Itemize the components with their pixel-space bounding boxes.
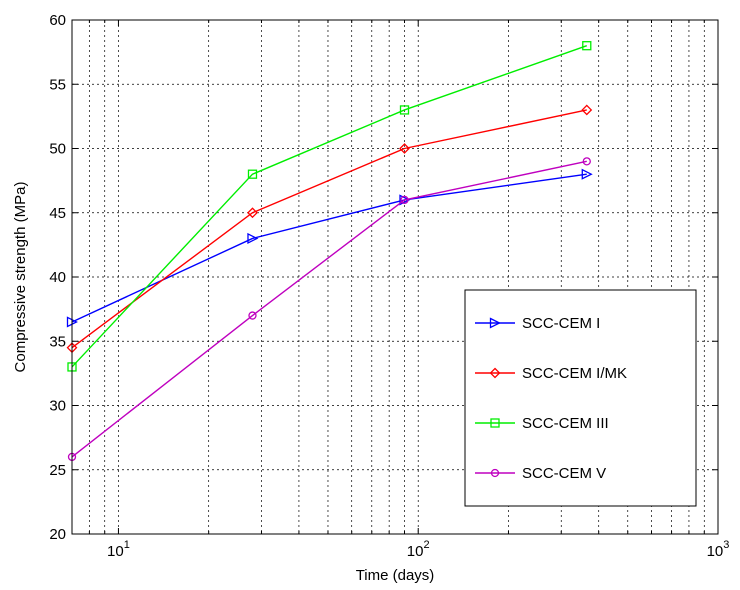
legend-marker — [489, 367, 501, 379]
legend-item: SCC-CEM I/MK — [475, 365, 627, 382]
data-point — [248, 311, 257, 320]
legend-label: SCC-CEM I/MK — [522, 365, 627, 382]
x-tick-label: 103 — [707, 539, 730, 560]
y-axis-label: Compressive strength (MPa) — [12, 182, 29, 373]
legend: SCC-CEM I SCC-CEM I/MK SCC-CEM III SCC-CEM … — [464, 289, 697, 507]
data-point — [581, 168, 593, 180]
series-layer — [66, 41, 593, 462]
y-tick-label: 20 — [49, 526, 66, 543]
y-tick-label: 55 — [49, 76, 66, 93]
legend-marker — [490, 418, 500, 428]
data-point — [247, 232, 259, 245]
y-tick-label: 50 — [49, 141, 66, 158]
y-tick-label: 40 — [49, 269, 66, 286]
data-point — [399, 194, 411, 206]
x-tick-label-exponent: 1 — [124, 539, 130, 551]
x-tick-label-exponent: 3 — [723, 539, 729, 551]
series-4 — [67, 157, 591, 462]
x-tick-label-exponent: 2 — [423, 539, 429, 551]
series-2 — [66, 104, 593, 354]
data-point — [399, 143, 410, 154]
y-tick-label: 60 — [49, 12, 66, 29]
data-point — [400, 195, 409, 205]
legend-label: SCC-CEM V — [522, 465, 606, 482]
series-line — [71, 109, 587, 349]
legend-item: SCC-CEM I — [475, 315, 600, 332]
legend-item: SCC-CEM V — [475, 465, 606, 482]
data-point — [247, 169, 258, 179]
x-tick-label: 101 — [107, 539, 130, 560]
y-tick-label: 45 — [49, 205, 66, 222]
legend-marker — [489, 317, 501, 329]
series-line — [71, 45, 588, 368]
legend-label: SCC-CEM III — [522, 415, 609, 432]
series-3 — [67, 41, 592, 372]
legend-item: SCC-CEM III — [475, 415, 609, 432]
data-point — [247, 207, 258, 219]
ticks — [71, 19, 719, 535]
x-tick-label-base: 10 — [407, 543, 424, 560]
y-tick-label: 35 — [49, 333, 66, 350]
grid — [72, 20, 718, 534]
x-tick-label-base: 10 — [707, 543, 724, 560]
legend-marker — [490, 468, 500, 478]
legend-box — [464, 289, 697, 507]
data-point — [399, 105, 410, 115]
data-point — [582, 157, 591, 166]
data-point — [582, 41, 592, 51]
x-tick-label-base: 10 — [107, 543, 124, 560]
x-axis-label: Time (days) — [356, 567, 435, 584]
series-line — [71, 160, 587, 458]
y-tick-label: 25 — [49, 462, 66, 479]
data-point — [581, 104, 593, 116]
y-tick-label: 30 — [49, 398, 66, 415]
x-tick-label: 102 — [407, 539, 430, 560]
legend-label: SCC-CEM I — [522, 315, 600, 332]
